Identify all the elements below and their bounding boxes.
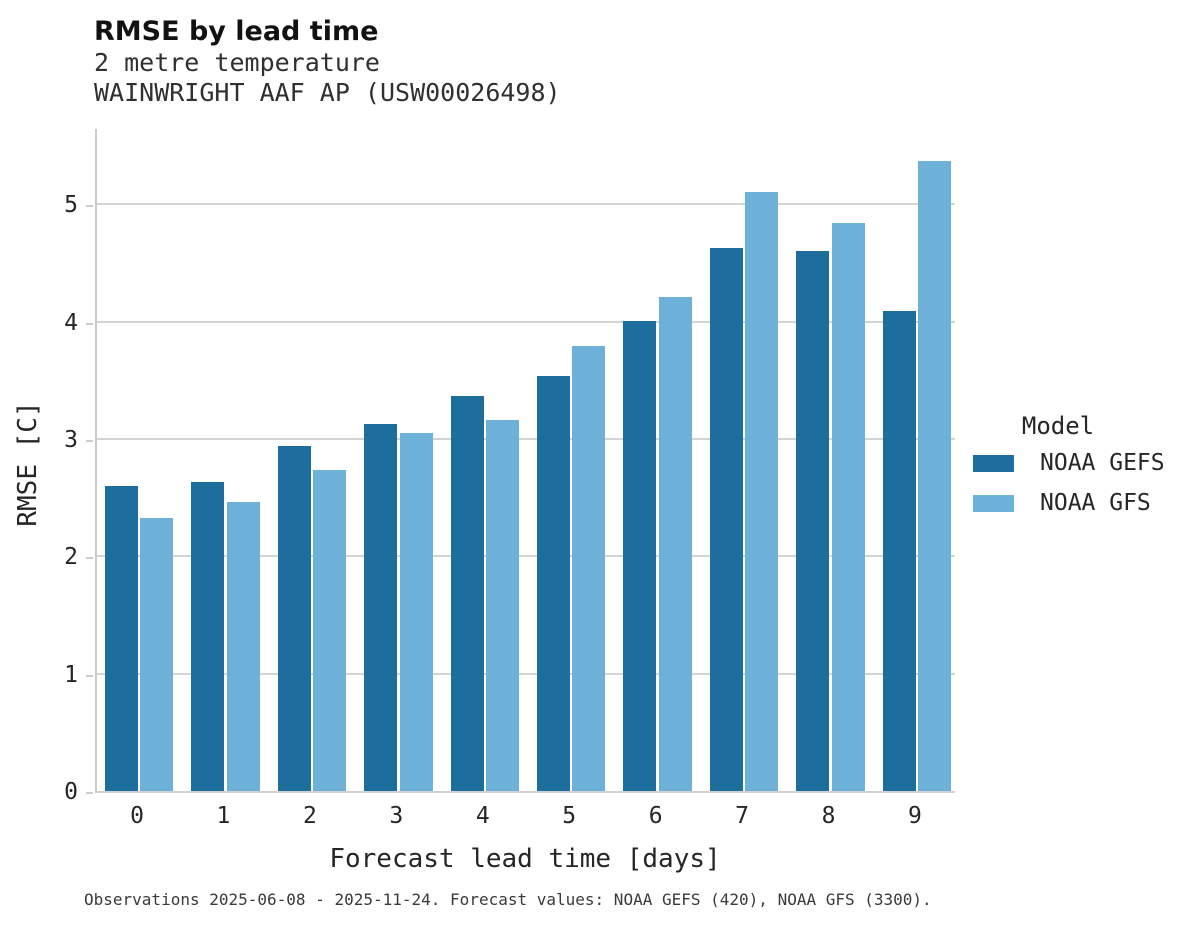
chart-subtitle-station: WAINWRIGHT AAF AP (USW00026498) [94, 78, 561, 107]
chart-title: RMSE by lead time [94, 16, 379, 47]
plot-area [95, 129, 955, 793]
legend-item-noaa-gefs: NOAA GEFS [973, 450, 1188, 476]
bar-noaa-gefs-lead-5 [537, 375, 570, 791]
y-tick-label-2: 2 [64, 544, 78, 571]
bar-noaa-gefs-lead-6 [623, 320, 657, 791]
y-tick-mark-0 [86, 792, 93, 794]
bar-noaa-gefs-lead-8 [796, 251, 830, 791]
legend-label: NOAA GEFS [1040, 450, 1165, 476]
y-tick-label-5: 5 [64, 192, 78, 219]
bar-noaa-gfs-lead-5 [572, 346, 606, 791]
bar-noaa-gfs-lead-0 [140, 517, 174, 791]
legend: Model NOAA GEFS NOAA GFS [973, 412, 1188, 530]
legend-item-noaa-gfs: NOAA GFS [973, 490, 1188, 516]
y-tick-mark-3 [86, 440, 93, 443]
bar-noaa-gefs-lead-9 [882, 311, 916, 791]
x-axis-title: Forecast lead time [days] [329, 844, 721, 874]
bar-noaa-gfs-lead-7 [745, 191, 779, 791]
legend-rows: NOAA GEFS NOAA GFS [973, 450, 1188, 516]
bar-noaa-gefs-lead-4 [450, 395, 484, 791]
bar-noaa-gefs-lead-1 [191, 482, 225, 791]
bar-noaa-gfs-lead-6 [658, 297, 692, 791]
legend-swatch-noaa-gfs [973, 494, 1014, 512]
y-tick-label-1: 1 [64, 661, 78, 688]
gridline-y-5 [97, 203, 955, 206]
x-tick-label-8: 8 [821, 803, 836, 829]
chart-header: RMSE by lead time 2 metre temperature WA… [94, 16, 561, 108]
bar-noaa-gefs-lead-7 [709, 247, 743, 791]
gridline-y-2 [97, 555, 955, 558]
gridline-y-3 [97, 438, 955, 441]
y-tick-label-4: 4 [64, 309, 78, 336]
legend-label: NOAA GFS [1040, 490, 1151, 516]
bar-noaa-gfs-lead-8 [831, 223, 865, 791]
bar-noaa-gefs-lead-3 [364, 423, 398, 791]
bar-noaa-gfs-lead-3 [399, 433, 433, 791]
x-tick-label-3: 3 [389, 803, 404, 829]
bar-noaa-gfs-lead-4 [485, 420, 519, 791]
x-tick-label-7: 7 [735, 803, 749, 829]
x-tick-label-9: 9 [908, 803, 922, 829]
x-tick-label-4: 4 [475, 803, 490, 829]
bar-noaa-gfs-lead-9 [918, 161, 952, 791]
bar-noaa-gfs-lead-1 [226, 502, 260, 791]
y-axis-title: RMSE [C] [13, 401, 43, 527]
legend-title: Model [1021, 412, 1095, 440]
footer-caption: Observations 2025-06-08 - 2025-11-24. Fo… [84, 890, 932, 909]
x-tick-label-1: 1 [216, 803, 231, 829]
y-tick-mark-5 [86, 205, 93, 208]
x-tick-label-0: 0 [130, 803, 144, 829]
y-tick-mark-2 [86, 557, 93, 560]
gridline-y-1 [97, 672, 955, 675]
bar-noaa-gefs-lead-0 [104, 485, 138, 791]
y-tick-mark-4 [86, 322, 93, 325]
y-tick-mark-1 [86, 674, 93, 677]
x-tick-label-2: 2 [302, 803, 317, 829]
legend-swatch-noaa-gefs [973, 454, 1014, 472]
bar-noaa-gefs-lead-2 [277, 446, 311, 791]
x-tick-label-6: 6 [648, 803, 663, 829]
x-tick-label-5: 5 [562, 803, 577, 829]
y-tick-label-0: 0 [64, 779, 78, 805]
chart-subtitle-variable: 2 metre temperature [94, 48, 380, 77]
bar-noaa-gfs-lead-2 [313, 469, 347, 791]
gridline-y-4 [97, 320, 955, 323]
y-tick-label-3: 3 [64, 427, 78, 454]
